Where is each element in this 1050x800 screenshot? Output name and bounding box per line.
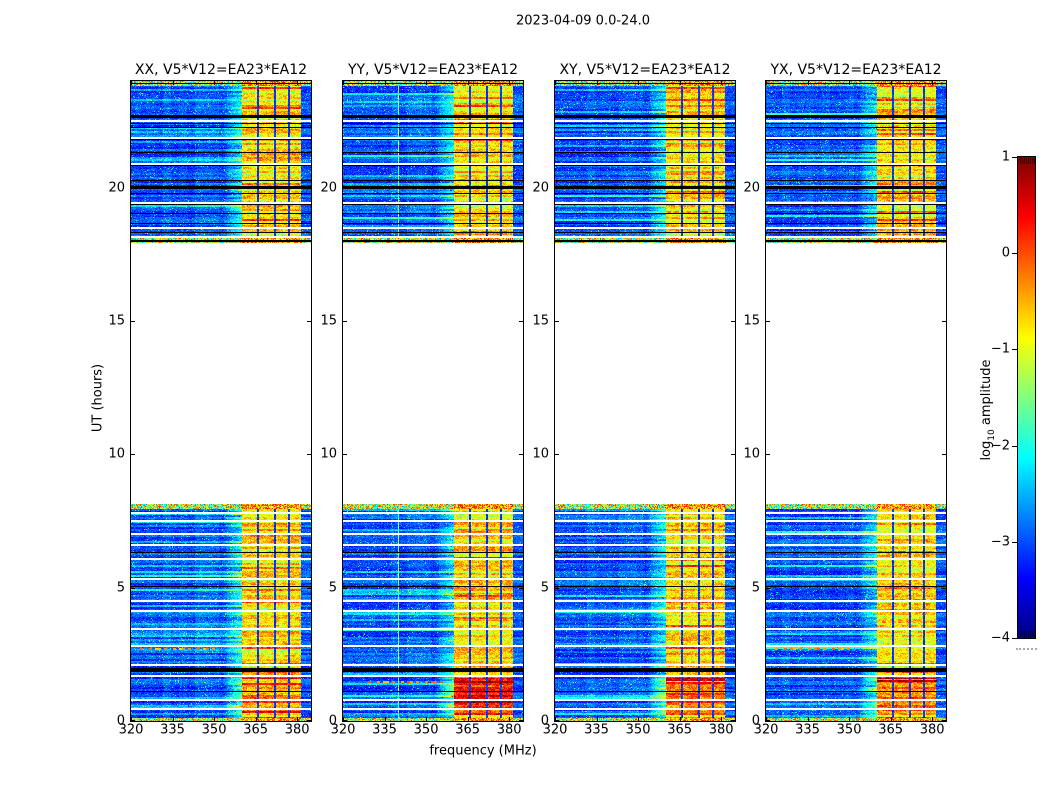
colorbar-frame (1017, 156, 1036, 639)
colorbar-end-dots (1016, 648, 1037, 650)
colorbar-tick (1012, 446, 1017, 447)
colorbar-tick-label: −3 (990, 534, 1010, 550)
colorbar-tick (1012, 638, 1017, 639)
x-tick-label: 365 (667, 722, 693, 738)
colorbar-tick-label: 0 (1001, 245, 1010, 261)
spectrogram-XX (130, 80, 312, 722)
x-tick-label: 380 (919, 722, 945, 738)
y-tick-label: 20 (743, 180, 760, 196)
x-tick-label: 350 (201, 722, 227, 738)
colorbar-tick-label: −4 (990, 630, 1010, 646)
y-tick-label: 20 (320, 180, 337, 196)
x-tick-label: 335 (584, 722, 609, 738)
panel-title-YX: YX, V5*V12=EA23*EA12 (770, 62, 942, 78)
colorbar-tick-label: −2 (990, 438, 1010, 454)
spectrogram-canvas-XX (131, 81, 311, 721)
y-tick-label: 0 (328, 713, 337, 729)
y-tick-label: 15 (743, 313, 760, 329)
colorbar-tick-label: 1 (1001, 149, 1010, 165)
y-tick-label: 15 (532, 313, 549, 329)
panel-title-XX: XX, V5*V12=EA23*EA12 (134, 62, 308, 78)
colorbar-tick (1012, 157, 1017, 158)
x-tick-label: 320 (542, 722, 568, 738)
y-tick-label: 20 (532, 180, 549, 196)
y-tick-label: 5 (751, 580, 760, 596)
y-tick-label: 15 (320, 313, 337, 329)
x-tick-label: 365 (878, 722, 904, 738)
x-tick-label: 365 (455, 722, 481, 738)
colorbar-tick (1012, 349, 1017, 350)
y-axis-label: UT (hours) (90, 363, 106, 433)
y-tick-label: 10 (320, 446, 337, 462)
colorbar-label-amplitude: amplitude (979, 359, 995, 430)
colorbar-tick (1012, 542, 1017, 543)
y-tick-label: 10 (108, 446, 125, 462)
y-tick-label: 20 (108, 180, 125, 196)
x-tick-label: 350 (625, 722, 651, 738)
y-tick-label: 0 (540, 713, 549, 729)
panel-title-YY: YY, V5*V12=EA23*EA12 (347, 62, 519, 78)
y-tick-label: 10 (743, 446, 760, 462)
figure-title: 2023-04-09 0.0-24.0 (516, 13, 650, 29)
x-tick-label: 365 (243, 722, 269, 738)
y-tick-label: 0 (116, 713, 125, 729)
panel-title-XY: XY, V5*V12=EA23*EA12 (559, 62, 731, 78)
y-tick-label: 5 (116, 580, 125, 596)
x-tick-label: 335 (372, 722, 397, 738)
x-tick-label: 335 (160, 722, 185, 738)
y-tick-label: 0 (751, 713, 760, 729)
x-tick-label: 380 (284, 722, 310, 738)
colorbar-tick (1012, 253, 1017, 254)
spectrogram-XY (554, 80, 736, 722)
spectrogram-YY (342, 80, 524, 722)
x-tick-label: 320 (753, 722, 779, 738)
spectrogram-canvas-YY (343, 81, 523, 721)
y-tick-label: 5 (540, 580, 549, 596)
x-tick-label: 380 (496, 722, 522, 738)
colorbar-tick-label: −1 (990, 341, 1010, 357)
x-tick-label: 335 (795, 722, 820, 738)
colorbar-gradient (1018, 157, 1035, 638)
x-tick-label: 320 (330, 722, 356, 738)
spectrogram-canvas-XY (555, 81, 735, 721)
x-tick-label: 350 (413, 722, 439, 738)
y-tick-label: 10 (532, 446, 549, 462)
y-tick-label: 15 (108, 313, 125, 329)
x-tick-label: 380 (708, 722, 734, 738)
x-axis-label: frequency (MHz) (429, 743, 537, 759)
spectrogram-YX (765, 80, 947, 722)
spectrogram-canvas-YX (766, 81, 946, 721)
y-tick-label: 5 (328, 580, 337, 596)
x-tick-label: 320 (118, 722, 144, 738)
x-tick-label: 350 (836, 722, 862, 738)
